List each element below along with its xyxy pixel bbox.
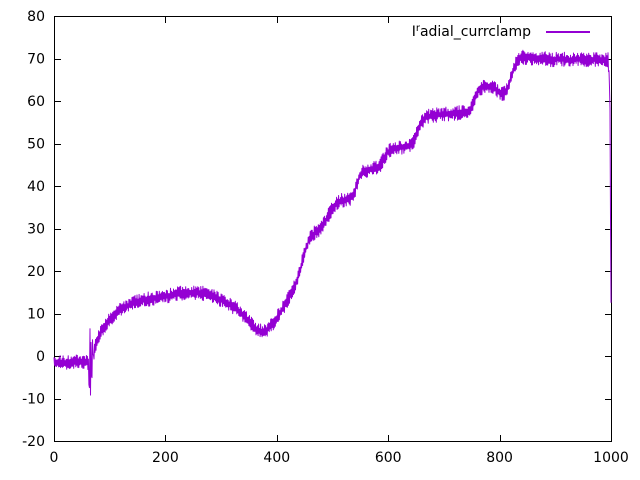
x-tick-label: 800	[486, 450, 513, 466]
x-tick-label: 0	[50, 450, 59, 466]
x-tick-label: 400	[263, 450, 290, 466]
y-tick-label: 60	[27, 94, 45, 110]
y-tick-label: 70	[27, 52, 45, 68]
y-tick-label: -20	[22, 434, 45, 450]
y-tick-label: 50	[27, 137, 45, 153]
y-tick-label: 30	[27, 222, 45, 238]
y-tick-label: -10	[22, 392, 45, 408]
x-tick-label: 1000	[593, 450, 629, 466]
x-tick-label: 600	[375, 450, 402, 466]
y-tick-label: 10	[27, 307, 45, 323]
y-tick-label: 80	[27, 9, 45, 25]
x-tick-label: 200	[152, 450, 179, 466]
plot-border	[54, 16, 612, 442]
data-series-line	[53, 49, 612, 396]
y-tick-label: 0	[36, 349, 45, 365]
y-tick-label: 20	[27, 264, 45, 280]
y-tick-label: 40	[27, 179, 45, 195]
